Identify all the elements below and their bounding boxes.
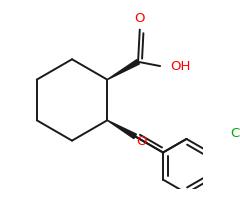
Text: O: O	[136, 135, 146, 148]
Polygon shape	[107, 120, 136, 139]
Text: Cl: Cl	[230, 127, 240, 140]
Text: O: O	[135, 12, 145, 25]
Text: OH: OH	[170, 60, 191, 73]
Polygon shape	[107, 60, 139, 80]
